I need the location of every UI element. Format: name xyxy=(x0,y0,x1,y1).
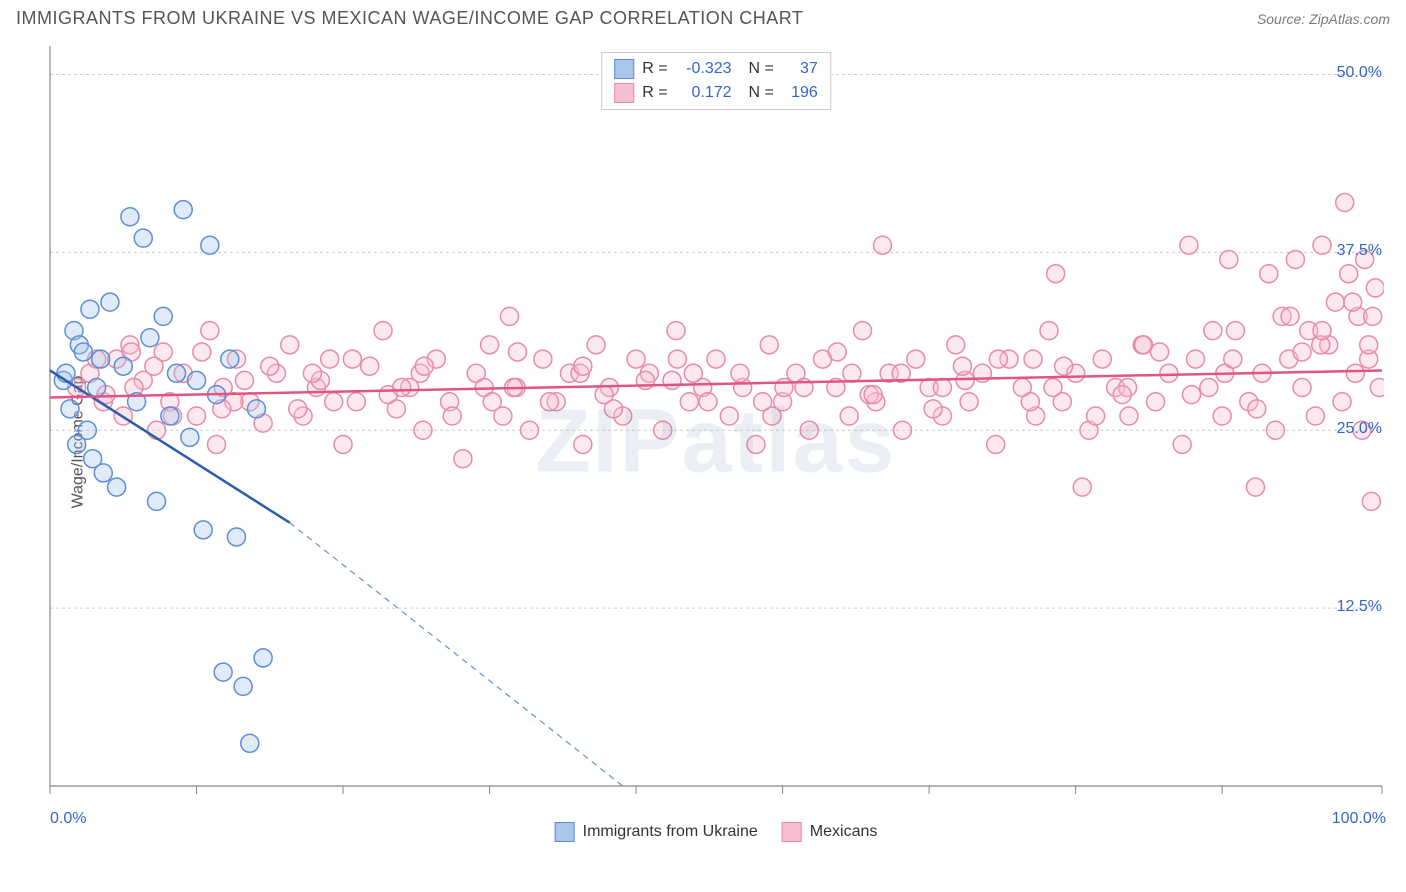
legend-item-mexicans: Mexicans xyxy=(782,822,878,842)
x-tick-label: 100.0% xyxy=(1326,810,1386,828)
r-value-mexicans: 0.172 xyxy=(676,81,732,105)
y-tick-label: 25.0% xyxy=(1322,420,1382,438)
y-tick-label: 37.5% xyxy=(1322,242,1382,260)
scatter-plot xyxy=(48,44,1384,840)
legend-swatch-ukraine xyxy=(614,59,634,79)
legend-swatch-mexicans xyxy=(614,83,634,103)
legend-row-ukraine: R = -0.323 N = 37 xyxy=(614,57,818,81)
legend-swatch-mexicans-icon xyxy=(782,822,802,842)
legend-label-ukraine: Immigrants from Ukraine xyxy=(583,823,758,841)
r-value-ukraine: -0.323 xyxy=(676,57,732,81)
correlation-legend: R = -0.323 N = 37 R = 0.172 N = 196 xyxy=(601,52,831,110)
series-legend: Immigrants from Ukraine Mexicans xyxy=(555,822,878,842)
chart-container: Wage/Income Gap ZIPatlas R = -0.323 N = … xyxy=(48,44,1384,840)
legend-label-mexicans: Mexicans xyxy=(810,823,878,841)
y-tick-label: 50.0% xyxy=(1322,64,1382,82)
n-value-mexicans: 196 xyxy=(782,81,818,105)
chart-title: IMMIGRANTS FROM UKRAINE VS MEXICAN WAGE/… xyxy=(16,8,803,29)
legend-item-ukraine: Immigrants from Ukraine xyxy=(555,822,758,842)
header: IMMIGRANTS FROM UKRAINE VS MEXICAN WAGE/… xyxy=(0,0,1406,33)
legend-swatch-ukraine-icon xyxy=(555,822,575,842)
y-tick-label: 12.5% xyxy=(1322,598,1382,616)
x-tick-label: 0.0% xyxy=(50,810,86,828)
legend-row-mexicans: R = 0.172 N = 196 xyxy=(614,81,818,105)
source-label: Source: ZipAtlas.com xyxy=(1257,11,1390,27)
n-value-ukraine: 37 xyxy=(782,57,818,81)
